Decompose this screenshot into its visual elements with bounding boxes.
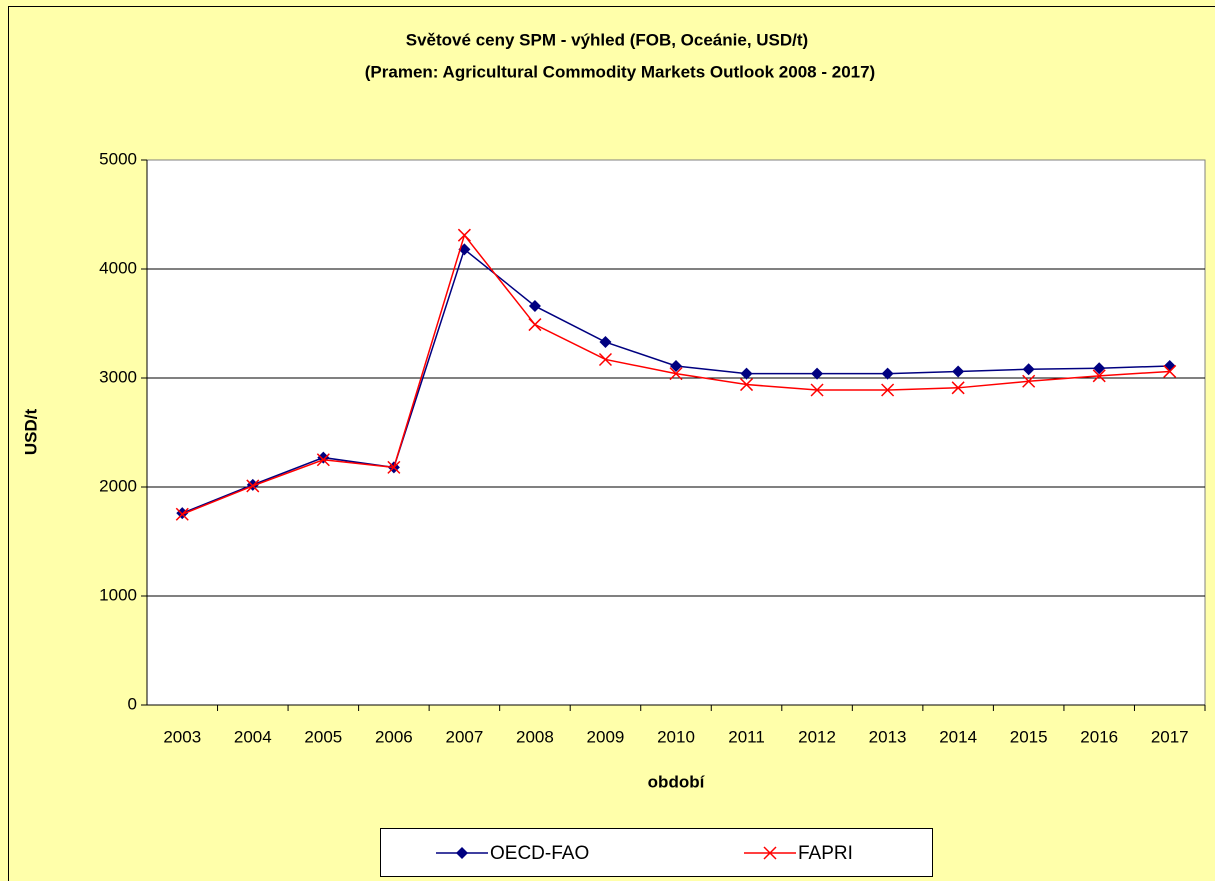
- marker: [528, 300, 541, 313]
- x-tick-label: 2012: [798, 727, 836, 746]
- y-tick-label: 5000: [99, 149, 137, 168]
- x-tick-label: 2016: [1080, 727, 1118, 746]
- x-tick-label: 2009: [587, 727, 625, 746]
- x-tick-label: 2015: [1010, 727, 1048, 746]
- chart-border: [8, 6, 1215, 881]
- x-tick-label: 2011: [728, 727, 765, 746]
- x-tick-label: 2013: [869, 727, 907, 746]
- marker: [951, 381, 965, 395]
- x-tick-label: 2007: [445, 727, 483, 746]
- marker: [599, 336, 612, 349]
- marker: [810, 383, 824, 397]
- y-tick-label: 2000: [99, 476, 137, 495]
- plot-area: [146, 159, 1206, 706]
- marker: [670, 360, 682, 373]
- legend-label: FAPRI: [798, 843, 853, 864]
- marker: [1163, 364, 1177, 378]
- y-tick-label: 0: [128, 694, 137, 713]
- y-tick-label: 1000: [99, 585, 137, 604]
- x-tick-label: 2008: [516, 727, 554, 746]
- marker: [175, 507, 189, 521]
- y-axis-label: USD/t: [21, 409, 40, 456]
- x-tick-label: 2006: [375, 727, 413, 746]
- marker: [176, 507, 189, 520]
- marker: [598, 352, 612, 367]
- marker: [669, 367, 683, 381]
- marker: [316, 453, 330, 467]
- x-tick-label: 2004: [234, 727, 272, 746]
- marker: [246, 479, 260, 493]
- marker: [457, 228, 471, 242]
- marker: [1022, 363, 1035, 376]
- marker: [456, 847, 468, 859]
- marker: [740, 367, 753, 380]
- x-axis-label: období: [648, 772, 706, 791]
- marker: [811, 367, 824, 380]
- marker: [1022, 374, 1036, 388]
- legend-label: OECD-FAO: [490, 843, 589, 864]
- marker: [763, 846, 777, 860]
- x-tick-label: 2014: [939, 727, 977, 746]
- x-tick-label: 2010: [657, 727, 695, 746]
- marker: [1093, 362, 1106, 375]
- chart-subtitle: (Pramen: Agricultural Commodity Markets …: [365, 62, 875, 81]
- marker: [952, 365, 965, 378]
- marker: [881, 383, 895, 397]
- y-tick-label: 3000: [99, 367, 137, 386]
- marker: [740, 378, 754, 392]
- marker: [881, 367, 894, 380]
- marker: [387, 460, 401, 474]
- marker: [528, 318, 542, 332]
- x-tick-label: 2005: [304, 727, 342, 746]
- y-tick-label: 4000: [99, 258, 137, 277]
- marker: [1092, 369, 1106, 383]
- x-tick-label: 2003: [163, 727, 201, 746]
- chart-title: Světové ceny SPM - výhled (FOB, Oceánie,…: [406, 30, 808, 49]
- x-tick-label: 2017: [1151, 727, 1189, 746]
